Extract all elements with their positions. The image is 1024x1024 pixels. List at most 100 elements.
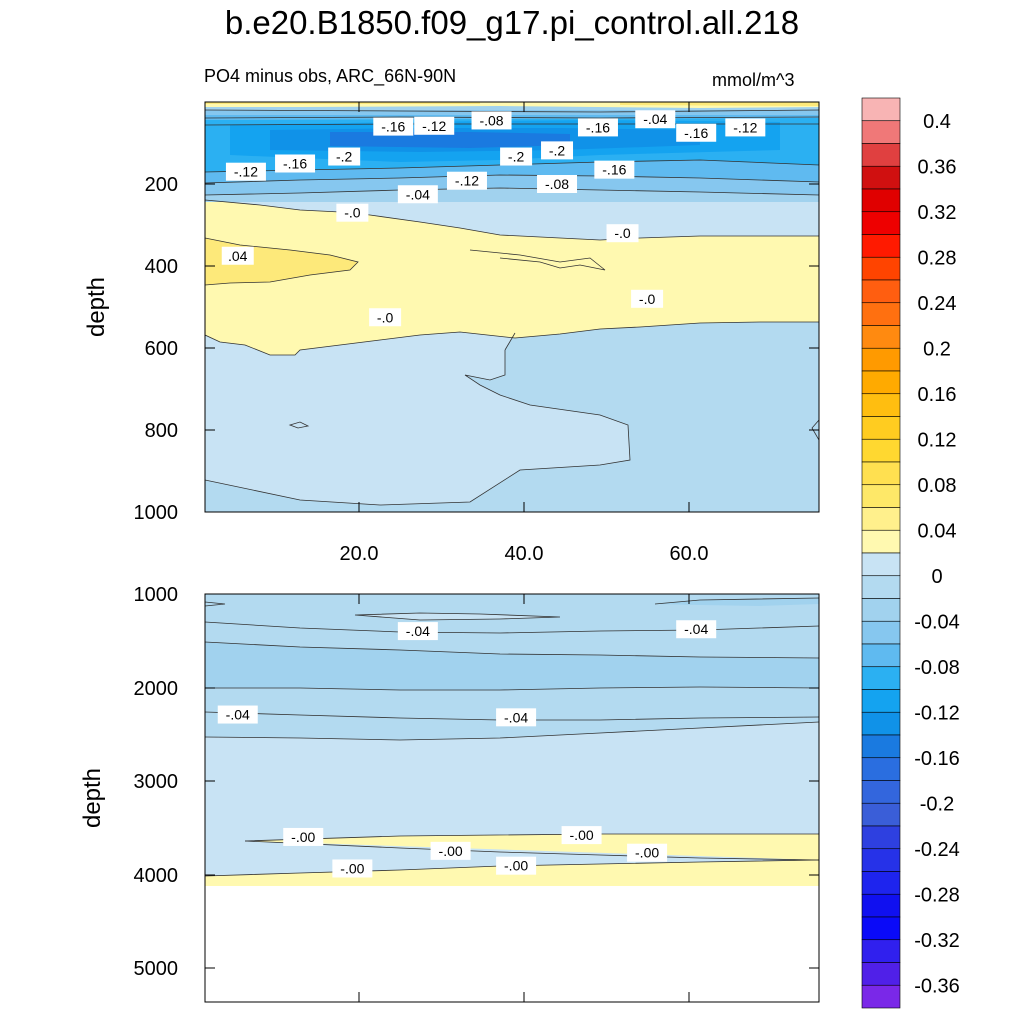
contour-label-text: -.08 bbox=[479, 112, 503, 128]
colorbar-label: 0.24 bbox=[918, 293, 957, 315]
colorbar-label: -0.2 bbox=[920, 793, 954, 815]
region-neg-0.06 bbox=[205, 642, 819, 690]
upper-contour-labels: -.16 -.12 -.08 -.16 -.04 -.16 -.12 -.2 -.12 -.16 -… bbox=[221, 110, 766, 327]
region-pos-0.02 bbox=[205, 200, 819, 355]
contour-label-bg bbox=[414, 116, 455, 135]
contour-label-text: .04 bbox=[228, 248, 248, 264]
contour-label-bg bbox=[471, 111, 512, 130]
contour-label-bg bbox=[336, 203, 369, 222]
contour-label-bg bbox=[500, 147, 533, 166]
contour-label: -.04 bbox=[496, 708, 537, 727]
colorbar-label: 0.32 bbox=[918, 202, 957, 224]
colorbar-swatch bbox=[861, 393, 901, 417]
contour-label-bg bbox=[725, 118, 766, 137]
colorbar-swatch bbox=[861, 97, 901, 122]
y-tick-label: 600 bbox=[145, 338, 178, 360]
colorbar-swatch bbox=[861, 848, 901, 872]
colorbar-swatch bbox=[861, 984, 901, 1009]
contour-label-text: -.00 bbox=[439, 843, 463, 859]
contour-label: -.0 bbox=[336, 203, 369, 222]
contour-label-bg bbox=[446, 171, 487, 190]
contour-label-bg bbox=[275, 154, 316, 173]
contour-label-bg bbox=[635, 110, 676, 129]
contour-label-bg bbox=[283, 827, 324, 846]
contour-label-text: -.0 bbox=[377, 309, 394, 325]
colorbar-swatch bbox=[861, 711, 901, 736]
contour-label-text: -.00 bbox=[340, 860, 364, 876]
colorbar-swatch bbox=[861, 211, 901, 235]
colorbar-swatch bbox=[861, 575, 901, 599]
colorbar-label: 0.36 bbox=[918, 156, 957, 178]
lower-field bbox=[205, 594, 819, 1002]
contour-label-bg bbox=[397, 185, 438, 204]
x-tick-label: 40.0 bbox=[505, 543, 544, 565]
contour-label: -.12 bbox=[725, 118, 766, 137]
colorbar-label: 0.28 bbox=[918, 247, 957, 269]
contour-label: -.04 bbox=[397, 622, 438, 641]
contour-label: -.04 bbox=[397, 185, 438, 204]
colorbar-label: 0.4 bbox=[923, 111, 951, 133]
colorbar-swatch bbox=[861, 552, 901, 577]
contour-label-bg bbox=[373, 117, 414, 136]
colorbar-swatch bbox=[861, 188, 901, 213]
upper-panel: 200 400 600 800 1000 20.0 40.0 60.0 dept… bbox=[83, 101, 820, 565]
colorbar-label: 0.04 bbox=[918, 520, 957, 542]
colorbar-label: -0.4 bbox=[920, 1021, 954, 1024]
contour-label-text: -.04 bbox=[643, 111, 667, 127]
colorbar-swatch bbox=[861, 484, 901, 508]
contour-label-bg bbox=[676, 620, 717, 639]
contour-label-bg bbox=[328, 147, 361, 166]
contour-label-text: -.16 bbox=[381, 119, 405, 135]
contour-label-bg bbox=[676, 123, 717, 142]
lower-y-axis-label: depth bbox=[79, 768, 106, 828]
upper-y-axis-label: depth bbox=[83, 277, 110, 337]
colorbar-swatch bbox=[861, 939, 901, 963]
contour-label: -.2 bbox=[500, 147, 533, 166]
contour-label-text: -.0 bbox=[639, 291, 656, 307]
contour-label: -.08 bbox=[471, 111, 512, 130]
chart-title: b.e20.B1850.f09_g17.pi_control.all.218 bbox=[224, 4, 800, 41]
contour-label: -.12 bbox=[414, 116, 455, 135]
colorbar-swatch bbox=[861, 734, 901, 759]
contour-label-text: -.2 bbox=[508, 149, 525, 165]
contour-label-text: -.00 bbox=[570, 827, 594, 843]
colorbar-swatch bbox=[861, 438, 901, 463]
contour-label-text: -.12 bbox=[422, 118, 446, 134]
contour-label-bg bbox=[332, 859, 373, 878]
contour-label-bg bbox=[221, 246, 254, 265]
contour-label: -.16 bbox=[275, 154, 316, 173]
colorbar-labels: 0.4 0.36 0.32 0.28 0.24 0.2 0.16 0.12 0.08 0.04 0 -… bbox=[914, 111, 960, 1024]
contour-label-text: -.16 bbox=[602, 162, 626, 178]
y-tick-label: 1000 bbox=[134, 584, 179, 606]
colorbar-label: -0.16 bbox=[914, 748, 960, 770]
colorbar-swatch bbox=[861, 234, 901, 258]
contour-label-bg bbox=[594, 160, 635, 179]
contour-label: -.00 bbox=[561, 826, 602, 845]
y-tick-label: 5000 bbox=[134, 958, 179, 980]
colorbar-swatch bbox=[861, 780, 901, 804]
contour-label: -.04 bbox=[635, 110, 676, 129]
colorbar-label: -0.12 bbox=[914, 702, 960, 724]
contour-label: -.00 bbox=[627, 843, 668, 862]
lower-plot-frame bbox=[204, 593, 820, 1003]
colorbar-swatch bbox=[861, 802, 901, 827]
colorbar-label: -0.04 bbox=[914, 611, 960, 633]
contour-label: -.00 bbox=[430, 841, 471, 860]
colorbar-label: -0.32 bbox=[914, 930, 960, 952]
contour-label-text: -.04 bbox=[406, 186, 430, 202]
contour-label: -.0 bbox=[631, 289, 664, 308]
colorbar-swatch bbox=[861, 825, 901, 850]
colorbar-swatch bbox=[861, 871, 901, 895]
colorbar-swatch bbox=[861, 325, 901, 349]
contour-label-bg bbox=[561, 826, 602, 845]
contour-label-text: -.04 bbox=[406, 623, 430, 639]
colorbar-swatch bbox=[861, 143, 901, 167]
colorbar-label: -0.08 bbox=[914, 657, 960, 679]
colorbar-swatch bbox=[861, 598, 901, 622]
colorbar-swatch bbox=[861, 416, 901, 440]
region-neg-0.04-lower bbox=[205, 318, 819, 512]
colorbar-label: 0.08 bbox=[918, 475, 957, 497]
contour-label: -.0 bbox=[606, 224, 639, 243]
contour-label-text: -.2 bbox=[336, 149, 353, 165]
y-tick-label: 400 bbox=[145, 256, 178, 278]
